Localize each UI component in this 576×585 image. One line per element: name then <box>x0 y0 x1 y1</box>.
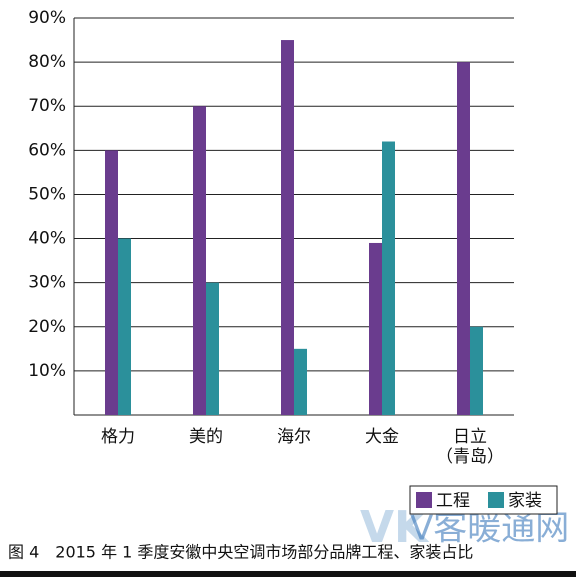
bar <box>369 242 382 415</box>
bar <box>105 150 118 416</box>
x-tick-label: 海尔 <box>277 427 311 447</box>
y-tick-label: 80% <box>28 52 66 72</box>
bar <box>193 106 206 415</box>
bar <box>470 326 483 415</box>
bottom-rule <box>0 571 576 577</box>
y-tick-label: 90% <box>28 8 66 28</box>
x-tick-label: 美的 <box>189 427 223 447</box>
x-tick-label: 格力 <box>101 427 135 447</box>
y-tick-label: 70% <box>28 96 66 116</box>
caption: 图 4 2015 年 1 季度安徽中央空调市场部分品牌工程、家装占比 <box>8 543 473 562</box>
legend-label: 工程 <box>436 491 470 511</box>
bar <box>457 62 470 415</box>
legend-box <box>409 485 558 515</box>
bar <box>382 141 395 415</box>
y-tick-label: 10% <box>28 361 66 381</box>
legend-swatch <box>416 492 432 508</box>
watermark: V客暖通网 <box>410 509 569 549</box>
bar <box>118 238 131 415</box>
legend-label: 家装 <box>508 491 542 511</box>
bar <box>294 348 307 415</box>
y-tick-label: 40% <box>28 229 66 249</box>
x-tick-label: 日立 （青岛） <box>436 427 504 467</box>
y-tick-label: 50% <box>28 184 66 204</box>
bar <box>206 282 219 415</box>
legend-swatch <box>488 492 504 508</box>
y-tick-label: 20% <box>28 317 66 337</box>
y-tick-label: 30% <box>28 273 66 293</box>
y-tick-label: 60% <box>28 140 66 160</box>
x-tick-label: 大金 <box>365 427 399 447</box>
bar <box>281 40 294 416</box>
